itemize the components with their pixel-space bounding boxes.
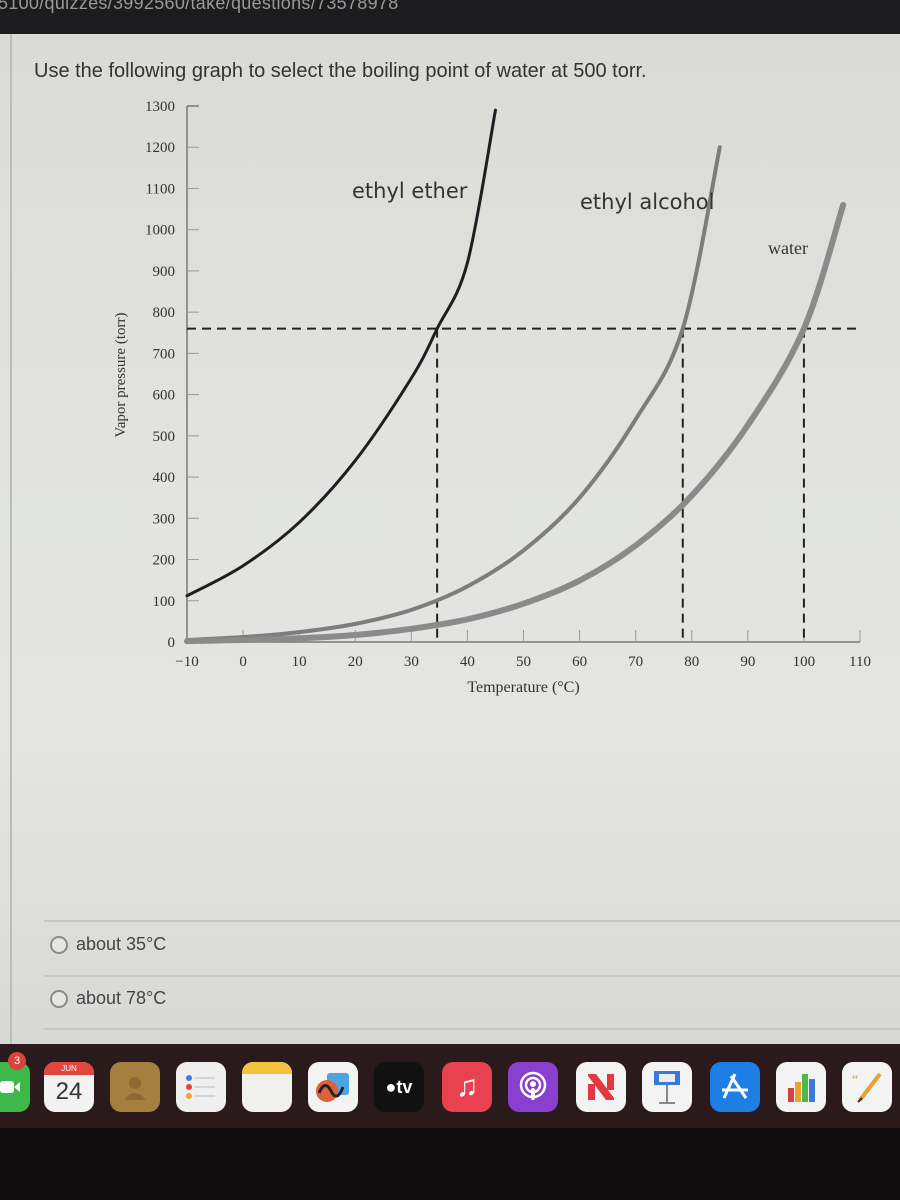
svg-text:“: “	[852, 1073, 858, 1088]
svg-text:30: 30	[404, 654, 419, 670]
svg-text:10: 10	[292, 654, 307, 670]
svg-text:50: 50	[516, 654, 531, 670]
curve-labels: ethyl ether ethyl alcohol water	[352, 179, 808, 258]
svg-text:800: 800	[153, 305, 176, 321]
svg-text:1300: 1300	[145, 99, 175, 115]
svg-text:100: 100	[153, 594, 176, 610]
svg-text:500: 500	[153, 429, 176, 445]
svg-text:100: 100	[793, 654, 816, 670]
browser-url-bar[interactable]: 5100/quizzes/3992560/take/questions/7357…	[0, 0, 900, 34]
chart-axes	[186, 105, 860, 643]
answer-option-2[interactable]: about 78°C	[50, 988, 166, 1009]
notes-icon[interactable]	[242, 1062, 292, 1112]
calendar-month: JUN	[44, 1062, 94, 1075]
svg-text:Vapor pressure (torr): Vapor pressure (torr)	[113, 313, 129, 438]
svg-text:90: 90	[740, 654, 755, 670]
svg-text:1200: 1200	[145, 140, 175, 156]
notification-badge: 3	[8, 1052, 26, 1070]
svg-text:200: 200	[153, 553, 176, 569]
answer-label: about 35°C	[76, 934, 167, 954]
calendar-icon[interactable]: JUN 24	[44, 1062, 94, 1112]
calendar-day: 24	[55, 1078, 83, 1105]
facetime-icon[interactable]	[0, 1062, 30, 1112]
url-text: 5100/quizzes/3992560/take/questions/7357…	[0, 0, 399, 13]
svg-text:ethyl alcohol: ethyl alcohol	[580, 190, 715, 214]
curve-ethyl-ether	[185, 108, 497, 598]
svg-text:400: 400	[153, 470, 176, 486]
pages-icon[interactable]: “	[842, 1062, 892, 1112]
laptop-bezel	[0, 1128, 900, 1200]
answer-divider	[44, 920, 900, 922]
answer-option-1[interactable]: about 35°C	[50, 934, 166, 955]
svg-text:300: 300	[153, 511, 176, 527]
svg-text:110: 110	[849, 654, 871, 670]
curve-water	[184, 201, 847, 645]
keynote-icon[interactable]	[642, 1062, 692, 1112]
svg-text:600: 600	[153, 388, 176, 404]
music-icon[interactable]: ♫	[442, 1062, 492, 1112]
news-icon[interactable]	[576, 1062, 626, 1112]
svg-text:−10: −10	[175, 654, 198, 670]
svg-text:0: 0	[239, 654, 247, 670]
quiz-page: Use the following graph to select the bo…	[0, 34, 900, 1044]
svg-text:ethyl ether: ethyl ether	[352, 179, 468, 203]
tv-label: ●tv	[385, 1076, 413, 1097]
svg-text:900: 900	[153, 264, 176, 280]
svg-text:water: water	[768, 238, 808, 258]
contacts-icon[interactable]	[110, 1062, 160, 1112]
svg-text:1100: 1100	[146, 181, 175, 197]
svg-text:60: 60	[572, 654, 587, 670]
svg-text:700: 700	[153, 346, 176, 362]
question-text: Use the following graph to select the bo…	[34, 60, 647, 82]
svg-text:80: 80	[684, 654, 699, 670]
page-left-border	[10, 34, 12, 1044]
macos-dock: JUN 24 ●tv ♫ “	[0, 1044, 900, 1128]
svg-text:Temperature (°C): Temperature (°C)	[467, 679, 579, 696]
podcasts-icon[interactable]	[508, 1062, 558, 1112]
curve-ethyl-alcohol	[185, 145, 722, 642]
svg-text:40: 40	[460, 654, 475, 670]
apple-tv-icon[interactable]: ●tv	[374, 1062, 424, 1112]
answer-divider	[44, 975, 900, 977]
vapor-pressure-chart: 0100200300400500600700800900100011001200…	[113, 99, 871, 696]
reminders-icon[interactable]	[176, 1062, 226, 1112]
svg-text:1000: 1000	[145, 223, 175, 239]
reference-lines	[187, 327, 862, 642]
chart-ticks: 0100200300400500600700800900100011001200…	[113, 99, 871, 696]
curves	[184, 108, 847, 645]
answer-label: about 78°C	[76, 988, 167, 1008]
svg-text:0: 0	[168, 635, 176, 651]
radio-button[interactable]	[50, 935, 68, 954]
answer-divider	[44, 1028, 900, 1030]
radio-button[interactable]	[50, 989, 68, 1008]
freeform-icon[interactable]	[308, 1062, 358, 1112]
svg-text:20: 20	[348, 654, 363, 670]
app-store-icon[interactable]	[710, 1062, 760, 1112]
numbers-icon[interactable]	[776, 1062, 826, 1112]
svg-text:70: 70	[628, 654, 643, 670]
